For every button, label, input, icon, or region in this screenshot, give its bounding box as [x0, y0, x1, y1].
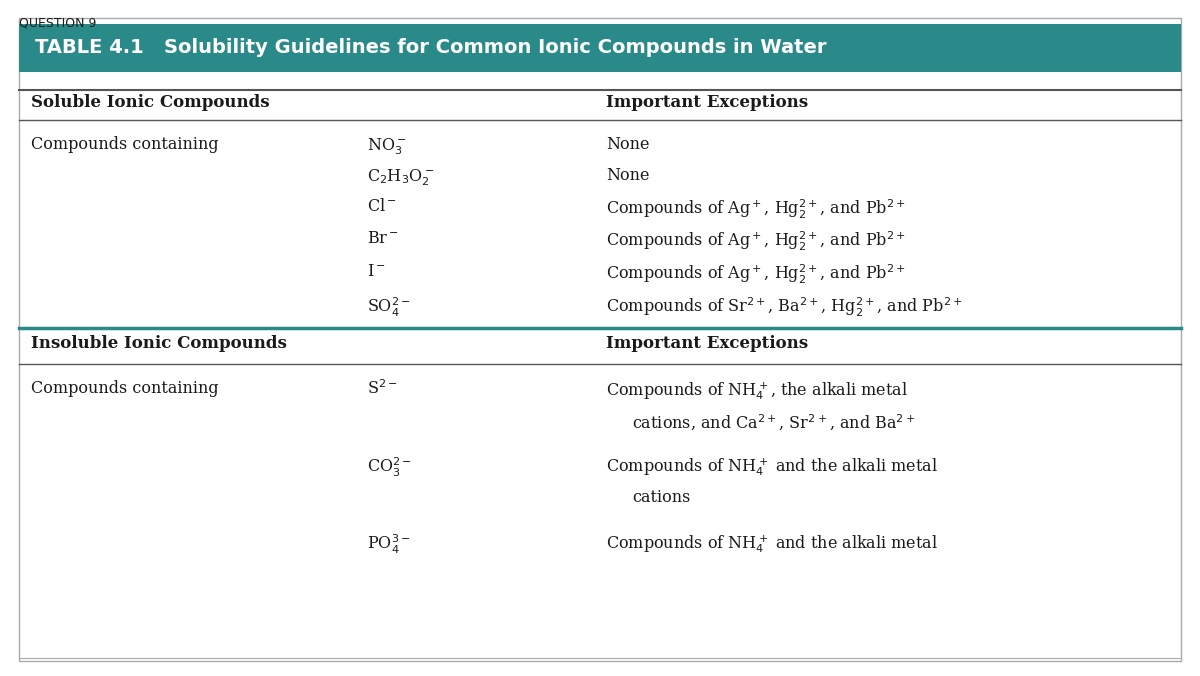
- Text: SO$_4^{2-}$: SO$_4^{2-}$: [366, 296, 410, 320]
- Text: cations: cations: [632, 489, 691, 506]
- Text: Soluble Ionic Compounds: Soluble Ionic Compounds: [31, 93, 270, 111]
- Text: Compounds of NH$_4^+$ and the alkali metal: Compounds of NH$_4^+$ and the alkali met…: [606, 533, 938, 555]
- Text: Compounds of NH$_4^+$, the alkali metal: Compounds of NH$_4^+$, the alkali metal: [606, 380, 908, 402]
- Text: cations, and Ca$^{2+}$, Sr$^{2+}$, and Ba$^{2+}$: cations, and Ca$^{2+}$, Sr$^{2+}$, and B…: [632, 414, 916, 433]
- Text: Compounds of Ag$^+$, Hg$_2^{2+}$, and Pb$^{2+}$: Compounds of Ag$^+$, Hg$_2^{2+}$, and Pb…: [606, 198, 906, 221]
- Text: None: None: [606, 136, 649, 153]
- Text: Compounds of Sr$^{2+}$, Ba$^{2+}$, Hg$_2^{2+}$, and Pb$^{2+}$: Compounds of Sr$^{2+}$, Ba$^{2+}$, Hg$_2…: [606, 296, 962, 320]
- Text: Compounds of Ag$^+$, Hg$_2^{2+}$, and Pb$^{2+}$: Compounds of Ag$^+$, Hg$_2^{2+}$, and Pb…: [606, 231, 906, 254]
- Text: NO$_3^-$: NO$_3^-$: [366, 136, 406, 157]
- Text: QUESTION 9: QUESTION 9: [19, 16, 97, 29]
- Text: PO$_4^{3-}$: PO$_4^{3-}$: [366, 533, 410, 556]
- Text: Important Exceptions: Important Exceptions: [606, 335, 808, 352]
- Text: S$^{2-}$: S$^{2-}$: [366, 380, 397, 398]
- Text: CO$_3^{2-}$: CO$_3^{2-}$: [366, 456, 412, 479]
- Text: I$^-$: I$^-$: [366, 262, 385, 280]
- Text: Cl$^-$: Cl$^-$: [366, 198, 396, 215]
- Text: C$_2$H$_3$O$_2^-$: C$_2$H$_3$O$_2^-$: [366, 167, 433, 187]
- Text: Insoluble Ionic Compounds: Insoluble Ionic Compounds: [31, 335, 287, 352]
- Text: Compounds of NH$_4^+$ and the alkali metal: Compounds of NH$_4^+$ and the alkali met…: [606, 456, 938, 478]
- Text: Compounds of Ag$^+$, Hg$_2^{2+}$, and Pb$^{2+}$: Compounds of Ag$^+$, Hg$_2^{2+}$, and Pb…: [606, 262, 906, 286]
- Text: Br$^-$: Br$^-$: [366, 231, 398, 247]
- Text: Compounds containing: Compounds containing: [31, 136, 218, 153]
- Text: Important Exceptions: Important Exceptions: [606, 93, 808, 111]
- Text: TABLE 4.1   Solubility Guidelines for Common Ionic Compounds in Water: TABLE 4.1 Solubility Guidelines for Comm…: [35, 39, 827, 57]
- FancyBboxPatch shape: [19, 24, 1181, 72]
- Text: Compounds containing: Compounds containing: [31, 380, 218, 397]
- Text: None: None: [606, 167, 649, 184]
